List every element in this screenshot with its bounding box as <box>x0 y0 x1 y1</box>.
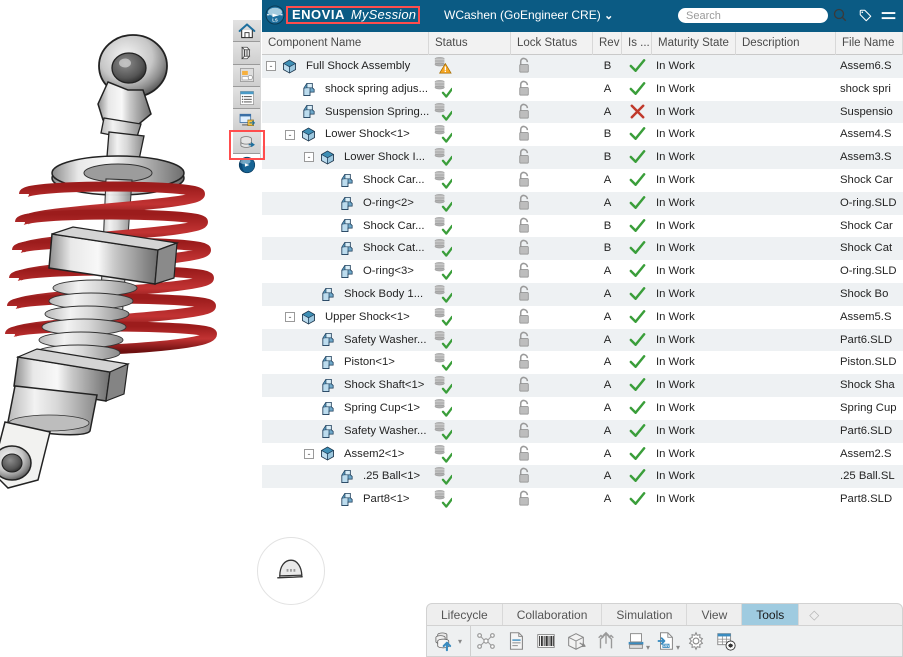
svg-text:LS: LS <box>272 17 278 22</box>
svg-text:CSV: CSV <box>663 644 671 648</box>
